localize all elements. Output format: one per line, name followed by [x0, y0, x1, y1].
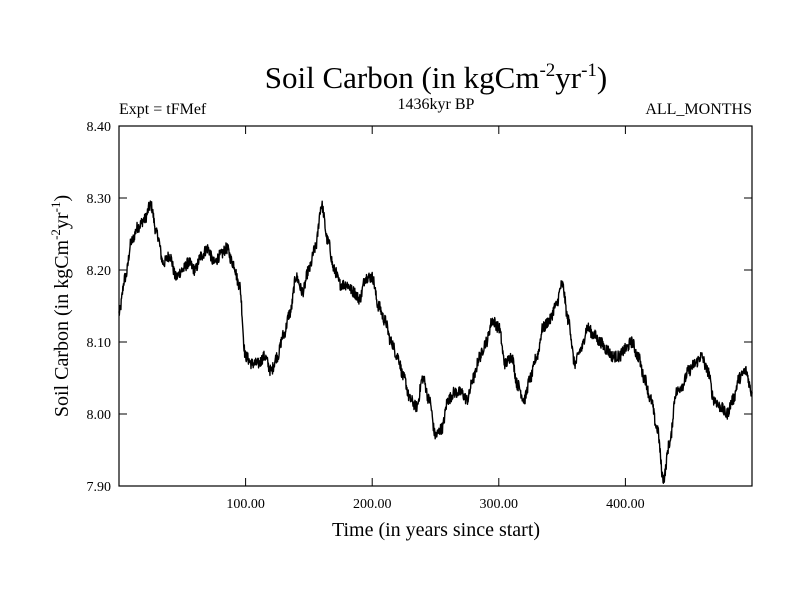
- y-axis-title: Soil Carbon (in kgCm-2yr-1): [48, 195, 73, 417]
- x-axis-title: Time (in years since start): [332, 519, 540, 541]
- y-tick-label: 7.90: [87, 480, 112, 495]
- y-tick-label: 8.00: [87, 408, 112, 423]
- months-label: ALL_MONTHS: [645, 101, 752, 118]
- y-axis: 7.90 8.00 8.10 8.20 8.30 8.40: [87, 120, 752, 495]
- plot-frame: [118, 125, 753, 487]
- x-axis: 100.00 200.00 300.00 400.00: [226, 126, 645, 512]
- y-tick-label: 8.20: [87, 264, 112, 279]
- experiment-label: Expt = tFMef: [119, 101, 207, 118]
- period-label: 1436kyr BP: [398, 96, 475, 113]
- series-line-soil-carbon: [118, 200, 753, 484]
- y-tick-label: 8.40: [87, 120, 112, 135]
- y-tick-label: 8.30: [87, 192, 112, 207]
- plot-area: [118, 200, 753, 484]
- x-tick-label: 300.00: [480, 497, 519, 512]
- y-tick-label: 8.10: [87, 336, 112, 351]
- x-tick-label: 400.00: [606, 497, 645, 512]
- chart-title: Soil Carbon (in kgCm-2yr-1): [265, 60, 608, 95]
- x-tick-label: 100.00: [226, 497, 265, 512]
- x-tick-label: 200.00: [353, 497, 392, 512]
